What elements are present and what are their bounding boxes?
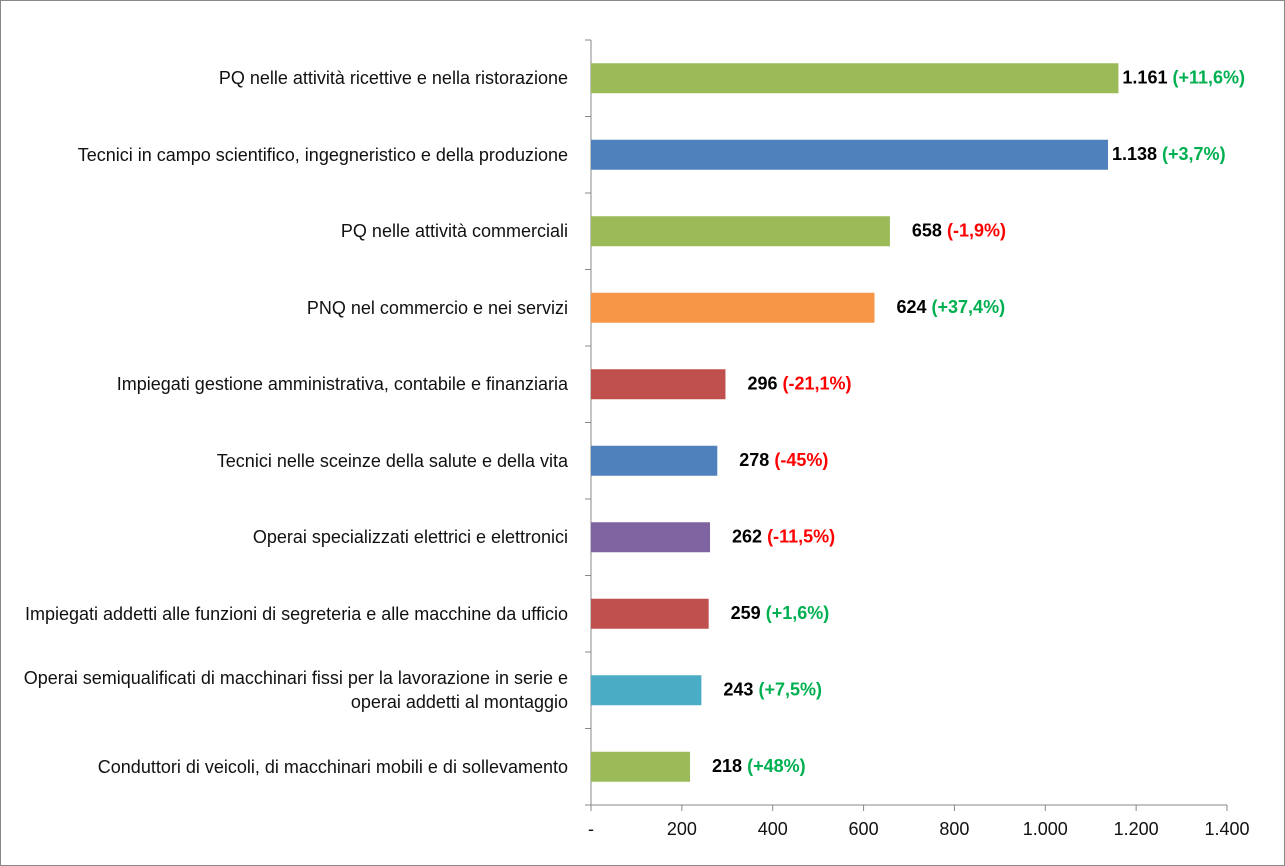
value-label: 1.138 (+3,7%) bbox=[1112, 144, 1226, 164]
x-tick-label: - bbox=[588, 819, 594, 839]
value-number: 218 bbox=[712, 756, 742, 776]
bar bbox=[591, 139, 1108, 170]
category-label: Impiegati gestione amministrativa, conta… bbox=[116, 374, 568, 395]
category-label: Impiegati addetti alle funzioni di segre… bbox=[25, 603, 568, 624]
value-label: 218 (+48%) bbox=[712, 756, 806, 776]
category-label: Operai specializzati elettrici e elettro… bbox=[252, 527, 568, 548]
bar bbox=[591, 369, 726, 400]
category-label: PQ nelle attività ricettive e nella rist… bbox=[218, 68, 568, 89]
value-number: 296 bbox=[747, 373, 777, 393]
category-label: Tecnici in campo scientifico, ingegneris… bbox=[77, 144, 568, 165]
value-change: (-21,1%) bbox=[783, 373, 852, 393]
value-number: 262 bbox=[732, 526, 762, 546]
category-label: Operai semiqualificati di macchinari fis… bbox=[23, 668, 568, 713]
x-tick-label: 1.200 bbox=[1114, 819, 1159, 839]
x-tick-label: 1.400 bbox=[1204, 819, 1249, 839]
value-label: 243 (+7,5%) bbox=[723, 679, 822, 699]
value-number: 1.161 bbox=[1122, 67, 1167, 87]
value-label: 259 (+1,6%) bbox=[731, 603, 830, 623]
value-number: 658 bbox=[912, 220, 942, 240]
x-tick-label: 400 bbox=[758, 819, 788, 839]
bar bbox=[591, 522, 711, 553]
category-label: Conduttori di veicoli, di macchinari mob… bbox=[97, 756, 568, 777]
value-label: 1.161 (+11,6%) bbox=[1122, 67, 1245, 87]
category-label: Tecnici nelle sceinze della salute e del… bbox=[216, 450, 568, 471]
category-label: PNQ nel commercio e nei servizi bbox=[306, 297, 568, 318]
value-change: (+7,5%) bbox=[758, 679, 822, 699]
bar bbox=[591, 63, 1119, 94]
value-change: (+3,7%) bbox=[1162, 144, 1226, 164]
value-change: (+48%) bbox=[747, 756, 806, 776]
value-change: (-45%) bbox=[774, 450, 828, 470]
value-label: 296 (-21,1%) bbox=[747, 373, 851, 393]
value-change: (-1,9%) bbox=[947, 220, 1006, 240]
x-tick-label: 800 bbox=[939, 819, 969, 839]
value-number: 1.138 bbox=[1112, 144, 1157, 164]
category-label: PQ nelle attività commerciali bbox=[340, 221, 568, 242]
bar bbox=[591, 445, 718, 476]
value-number: 278 bbox=[739, 450, 769, 470]
value-label: 658 (-1,9%) bbox=[912, 220, 1006, 240]
value-number: 624 bbox=[896, 297, 926, 317]
value-change: (+11,6%) bbox=[1172, 67, 1245, 87]
bar bbox=[591, 675, 702, 706]
x-tick-label: 1.000 bbox=[1023, 819, 1068, 839]
value-label: 278 (-45%) bbox=[739, 450, 828, 470]
bar bbox=[591, 751, 691, 782]
value-change: (+37,4%) bbox=[932, 297, 1006, 317]
value-label: 624 (+37,4%) bbox=[896, 297, 1005, 317]
value-change: (+1,6%) bbox=[766, 603, 830, 623]
value-number: 243 bbox=[723, 679, 753, 699]
x-tick-label: 600 bbox=[849, 819, 879, 839]
bar bbox=[591, 292, 875, 323]
x-tick-label: 200 bbox=[667, 819, 697, 839]
bar bbox=[591, 216, 890, 247]
value-label: 262 (-11,5%) bbox=[732, 526, 835, 546]
bar bbox=[591, 598, 709, 629]
value-number: 259 bbox=[731, 603, 761, 623]
value-change: (-11,5%) bbox=[767, 526, 835, 546]
